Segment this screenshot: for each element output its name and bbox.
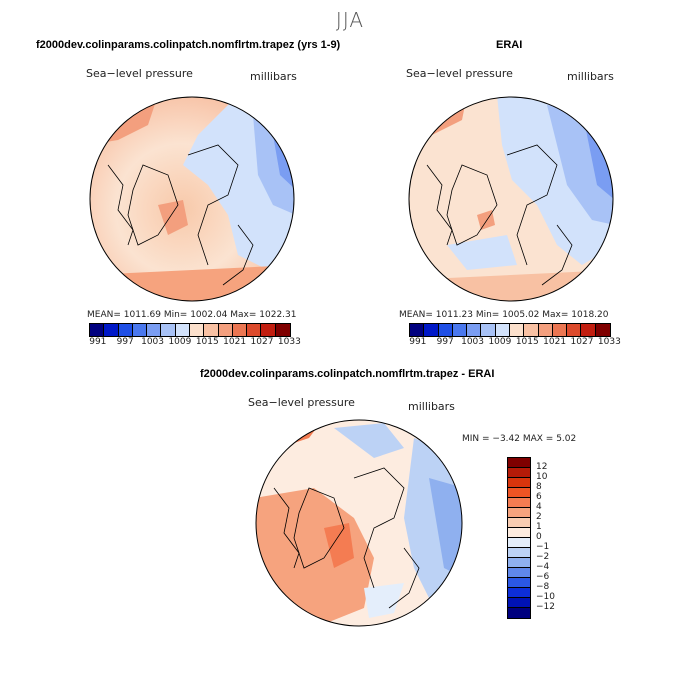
- panel1-units: millibars: [250, 70, 297, 83]
- colorbar-tick-label: 1009: [168, 337, 192, 347]
- colorbar-tick-label: 0: [536, 532, 542, 542]
- colorbar-swatch: [438, 324, 453, 336]
- colorbar-swatch: [218, 324, 233, 336]
- colorbar-tick-label: 991: [89, 337, 107, 347]
- colorbar-swatch: [452, 324, 468, 336]
- colorbar-tick-label: 2: [536, 512, 542, 522]
- colorbar-swatch: [538, 324, 553, 336]
- figure-title: JJA: [335, 8, 365, 32]
- colorbar-tick-label: 8: [536, 482, 542, 492]
- colorbar-tick-label: 10: [536, 472, 548, 482]
- colorbar-tick-label: −10: [536, 592, 555, 602]
- colorbar-swatch: [508, 588, 530, 598]
- panel2-var-label: Sea−level pressure: [406, 67, 513, 80]
- colorbar-swatch: [204, 324, 219, 336]
- colorbar-swatch: [509, 324, 525, 336]
- colorbar-swatch: [118, 324, 133, 336]
- colorbar-swatch: [90, 324, 105, 336]
- panel2-title: ERAI: [496, 39, 523, 51]
- colorbar-swatch: [567, 324, 582, 336]
- colorbar-tick-label: 6: [536, 492, 542, 502]
- colorbar-tick-label: 1: [536, 522, 542, 532]
- colorbar-tick-label: 1027: [250, 337, 274, 347]
- colorbar-swatch: [508, 548, 530, 558]
- panel3-map: [255, 419, 463, 627]
- colorbar-tick-label: 12: [536, 462, 548, 472]
- colorbar-swatch: [508, 578, 530, 588]
- colorbar-tick-label: −12: [536, 602, 555, 612]
- panel2-colorbar-ticks: 991 997 1003 1009 1015 1021 1027 1033: [409, 337, 623, 347]
- colorbar-tick-label: 991: [409, 337, 427, 347]
- colorbar-swatch: [175, 324, 190, 336]
- panel3-stats: MIN = −3.42 MAX = 5.02: [462, 434, 577, 444]
- panel3-colorbar-ticks: 12 10 8 6 4 2 1 0 −1 −2 −4 −6 −8 −10 −12: [536, 462, 555, 612]
- colorbar-tick-label: 1015: [515, 337, 539, 347]
- colorbar-swatch: [481, 324, 496, 336]
- panel1-colorbar: [89, 323, 291, 337]
- colorbar-swatch: [508, 508, 530, 518]
- colorbar-swatch: [508, 478, 530, 488]
- panel2-stats: MEAN= 1011.23 Min= 1005.02 Max= 1018.20: [399, 310, 609, 320]
- colorbar-swatch: [261, 324, 276, 336]
- colorbar-swatch: [508, 488, 530, 498]
- panel3-colorbar: [507, 457, 531, 619]
- colorbar-swatch: [232, 324, 248, 336]
- colorbar-swatch: [132, 324, 148, 336]
- colorbar-tick-label: 997: [436, 337, 454, 347]
- colorbar-tick-label: 1021: [543, 337, 567, 347]
- colorbar-swatch: [508, 528, 530, 538]
- colorbar-swatch: [595, 324, 610, 336]
- panel2-colorbar: [409, 323, 611, 337]
- colorbar-swatch: [424, 324, 439, 336]
- colorbar-tick-label: 1027: [570, 337, 594, 347]
- colorbar-swatch: [508, 498, 530, 508]
- colorbar-swatch: [147, 324, 162, 336]
- panel1-map: [89, 96, 295, 302]
- panel3-var-label: Sea−level pressure: [248, 396, 355, 409]
- colorbar-swatch: [581, 324, 596, 336]
- colorbar-swatch: [275, 324, 290, 336]
- colorbar-tick-label: 1015: [195, 337, 219, 347]
- colorbar-tick-label: −8: [536, 582, 550, 592]
- colorbar-tick-label: 1003: [461, 337, 484, 347]
- colorbar-tick-label: 1003: [141, 337, 164, 347]
- panel1-stats: MEAN= 1011.69 Min= 1002.04 Max= 1022.31: [87, 310, 297, 320]
- panel1-colorbar-ticks: 991 997 1003 1009 1015 1021 1027 1033: [89, 337, 303, 347]
- panel3-title: f2000dev.colinparams.colinpatch.nomflrtm…: [200, 368, 495, 380]
- colorbar-swatch: [104, 324, 119, 336]
- colorbar-swatch: [508, 568, 530, 578]
- colorbar-tick-label: −2: [536, 552, 550, 562]
- colorbar-tick-label: −6: [536, 572, 550, 582]
- panel1-var-label: Sea−level pressure: [86, 67, 193, 80]
- colorbar-tick-label: 1033: [277, 337, 301, 347]
- colorbar-tick-label: 1009: [488, 337, 512, 347]
- colorbar-swatch: [161, 324, 176, 336]
- colorbar-tick-label: 1021: [223, 337, 247, 347]
- colorbar-swatch: [189, 324, 205, 336]
- panel1-title: f2000dev.colinparams.colinpatch.nomflrtm…: [36, 39, 341, 51]
- colorbar-tick-label: 4: [536, 502, 542, 512]
- colorbar-swatch: [508, 538, 530, 548]
- colorbar-swatch: [508, 468, 530, 478]
- panel3-units: millibars: [408, 400, 455, 413]
- colorbar-swatch: [467, 324, 482, 336]
- colorbar-tick-label: 997: [116, 337, 134, 347]
- colorbar-swatch: [508, 518, 530, 528]
- colorbar-swatch: [410, 324, 425, 336]
- colorbar-swatch: [247, 324, 262, 336]
- panel2-units: millibars: [567, 70, 614, 83]
- colorbar-swatch: [524, 324, 539, 336]
- colorbar-swatch: [552, 324, 568, 336]
- colorbar-swatch: [508, 608, 530, 618]
- colorbar-tick-label: −1: [536, 542, 550, 552]
- colorbar-swatch: [508, 458, 530, 468]
- panel2-map: [408, 96, 614, 302]
- colorbar-tick-label: −4: [536, 562, 550, 572]
- colorbar-tick-label: 1033: [597, 337, 621, 347]
- colorbar-swatch: [495, 324, 510, 336]
- colorbar-swatch: [508, 598, 530, 608]
- colorbar-swatch: [508, 558, 530, 568]
